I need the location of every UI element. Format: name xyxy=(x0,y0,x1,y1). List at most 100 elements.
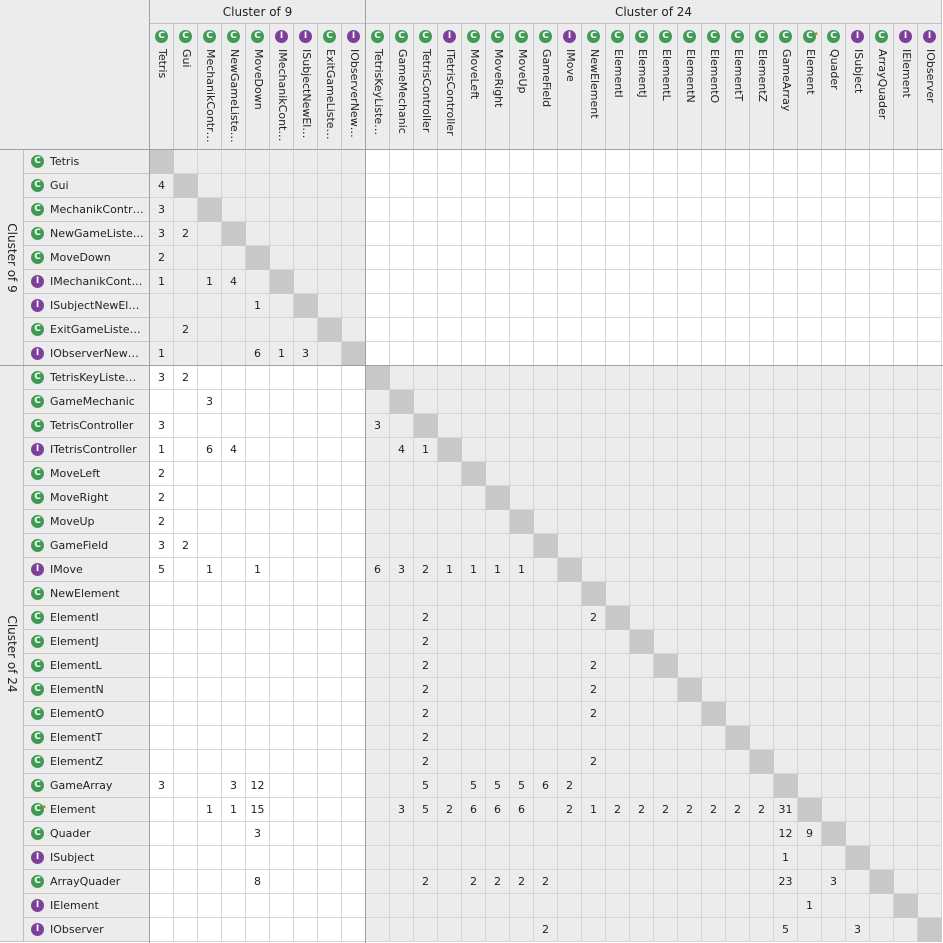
dependency-cell[interactable] xyxy=(390,510,414,534)
dependency-cell[interactable] xyxy=(294,366,318,390)
dependency-cell[interactable] xyxy=(678,774,702,798)
dependency-cell[interactable] xyxy=(150,582,174,606)
column-header[interactable]: C GameArray xyxy=(774,24,798,150)
dependency-cell[interactable] xyxy=(270,726,294,750)
dependency-cell[interactable] xyxy=(294,918,318,942)
dependency-cell[interactable] xyxy=(558,510,582,534)
dependency-cell[interactable] xyxy=(894,654,918,678)
dependency-cell[interactable] xyxy=(366,750,390,774)
dependency-cell[interactable] xyxy=(174,294,198,318)
dependency-cell[interactable] xyxy=(870,678,894,702)
dependency-cell[interactable] xyxy=(174,702,198,726)
dependency-cell[interactable] xyxy=(390,870,414,894)
dependency-cell[interactable] xyxy=(678,462,702,486)
dependency-cell[interactable] xyxy=(174,414,198,438)
dependency-cell[interactable] xyxy=(822,246,846,270)
dependency-cell[interactable] xyxy=(870,630,894,654)
dependency-cell[interactable] xyxy=(702,606,726,630)
dependency-cell[interactable] xyxy=(798,606,822,630)
dependency-cell[interactable] xyxy=(894,198,918,222)
dependency-cell[interactable]: 2 xyxy=(630,798,654,822)
cluster-column-header[interactable]: Cluster of 9 xyxy=(150,0,366,24)
dependency-cell[interactable] xyxy=(798,654,822,678)
dependency-cell[interactable] xyxy=(486,198,510,222)
dependency-cell[interactable] xyxy=(702,558,726,582)
dependency-cell[interactable] xyxy=(654,822,678,846)
dependency-cell[interactable] xyxy=(174,654,198,678)
dependency-cell[interactable] xyxy=(774,174,798,198)
dependency-cell[interactable] xyxy=(750,774,774,798)
dependency-cell[interactable] xyxy=(294,222,318,246)
dependency-cell[interactable] xyxy=(294,270,318,294)
dependency-cell[interactable] xyxy=(870,342,894,366)
dependency-cell[interactable] xyxy=(894,678,918,702)
dependency-cell[interactable] xyxy=(678,366,702,390)
dependency-cell[interactable] xyxy=(414,294,438,318)
dependency-cell[interactable] xyxy=(390,246,414,270)
column-header[interactable]: C GameField xyxy=(534,24,558,150)
dependency-cell[interactable] xyxy=(414,174,438,198)
dependency-cell[interactable] xyxy=(390,750,414,774)
dependency-cell[interactable] xyxy=(654,870,678,894)
dependency-cell[interactable] xyxy=(270,870,294,894)
dependency-cell[interactable] xyxy=(870,198,894,222)
dependency-cell[interactable] xyxy=(918,726,942,750)
dependency-cell[interactable] xyxy=(486,654,510,678)
dependency-cell[interactable] xyxy=(390,654,414,678)
dependency-cell[interactable] xyxy=(198,534,222,558)
dependency-cell[interactable] xyxy=(342,510,366,534)
dependency-cell[interactable] xyxy=(870,846,894,870)
dependency-cell[interactable]: 3 xyxy=(222,774,246,798)
dependency-cell[interactable] xyxy=(318,798,342,822)
dependency-cell[interactable]: 1 xyxy=(150,270,174,294)
dependency-cell[interactable] xyxy=(846,654,870,678)
dependency-cell[interactable] xyxy=(318,654,342,678)
dependency-cell[interactable] xyxy=(630,846,654,870)
dependency-cell[interactable] xyxy=(198,510,222,534)
dependency-cell[interactable] xyxy=(654,438,678,462)
dependency-cell[interactable] xyxy=(342,246,366,270)
dependency-cell[interactable]: 2 xyxy=(582,654,606,678)
dependency-cell[interactable] xyxy=(870,486,894,510)
dependency-cell[interactable] xyxy=(270,702,294,726)
dependency-cell[interactable] xyxy=(822,606,846,630)
dependency-cell[interactable] xyxy=(294,510,318,534)
dependency-cell[interactable] xyxy=(294,606,318,630)
dependency-cell[interactable] xyxy=(150,846,174,870)
dependency-cell[interactable] xyxy=(702,870,726,894)
dependency-cell[interactable] xyxy=(510,582,534,606)
dependency-cell[interactable]: 1 xyxy=(510,558,534,582)
dependency-cell[interactable] xyxy=(510,606,534,630)
dependency-cell[interactable] xyxy=(918,414,942,438)
dependency-cell[interactable] xyxy=(294,654,318,678)
dependency-cell[interactable] xyxy=(582,822,606,846)
diagonal-cell[interactable] xyxy=(846,846,870,870)
dependency-cell[interactable] xyxy=(414,318,438,342)
dependency-cell[interactable] xyxy=(174,486,198,510)
dependency-cell[interactable] xyxy=(750,726,774,750)
dependency-cell[interactable] xyxy=(390,726,414,750)
dependency-cell[interactable]: 1 xyxy=(798,894,822,918)
dependency-cell[interactable] xyxy=(726,678,750,702)
dependency-cell[interactable] xyxy=(678,390,702,414)
dependency-cell[interactable] xyxy=(726,438,750,462)
dependency-cell[interactable] xyxy=(390,462,414,486)
dependency-cell[interactable] xyxy=(366,726,390,750)
dependency-cell[interactable] xyxy=(462,654,486,678)
dependency-cell[interactable] xyxy=(174,270,198,294)
row-header[interactable]: I IObserverNew… xyxy=(24,342,150,366)
dependency-cell[interactable] xyxy=(798,222,822,246)
dependency-cell[interactable] xyxy=(582,894,606,918)
dependency-cell[interactable] xyxy=(702,846,726,870)
dependency-cell[interactable] xyxy=(726,750,750,774)
dependency-cell[interactable] xyxy=(750,318,774,342)
dependency-cell[interactable] xyxy=(390,606,414,630)
dependency-cell[interactable] xyxy=(822,318,846,342)
dependency-cell[interactable]: 2 xyxy=(558,798,582,822)
dependency-cell[interactable] xyxy=(150,654,174,678)
dependency-cell[interactable] xyxy=(822,774,846,798)
dependency-cell[interactable] xyxy=(678,486,702,510)
dependency-cell[interactable] xyxy=(318,510,342,534)
dependency-cell[interactable] xyxy=(198,366,222,390)
dependency-cell[interactable] xyxy=(558,918,582,942)
